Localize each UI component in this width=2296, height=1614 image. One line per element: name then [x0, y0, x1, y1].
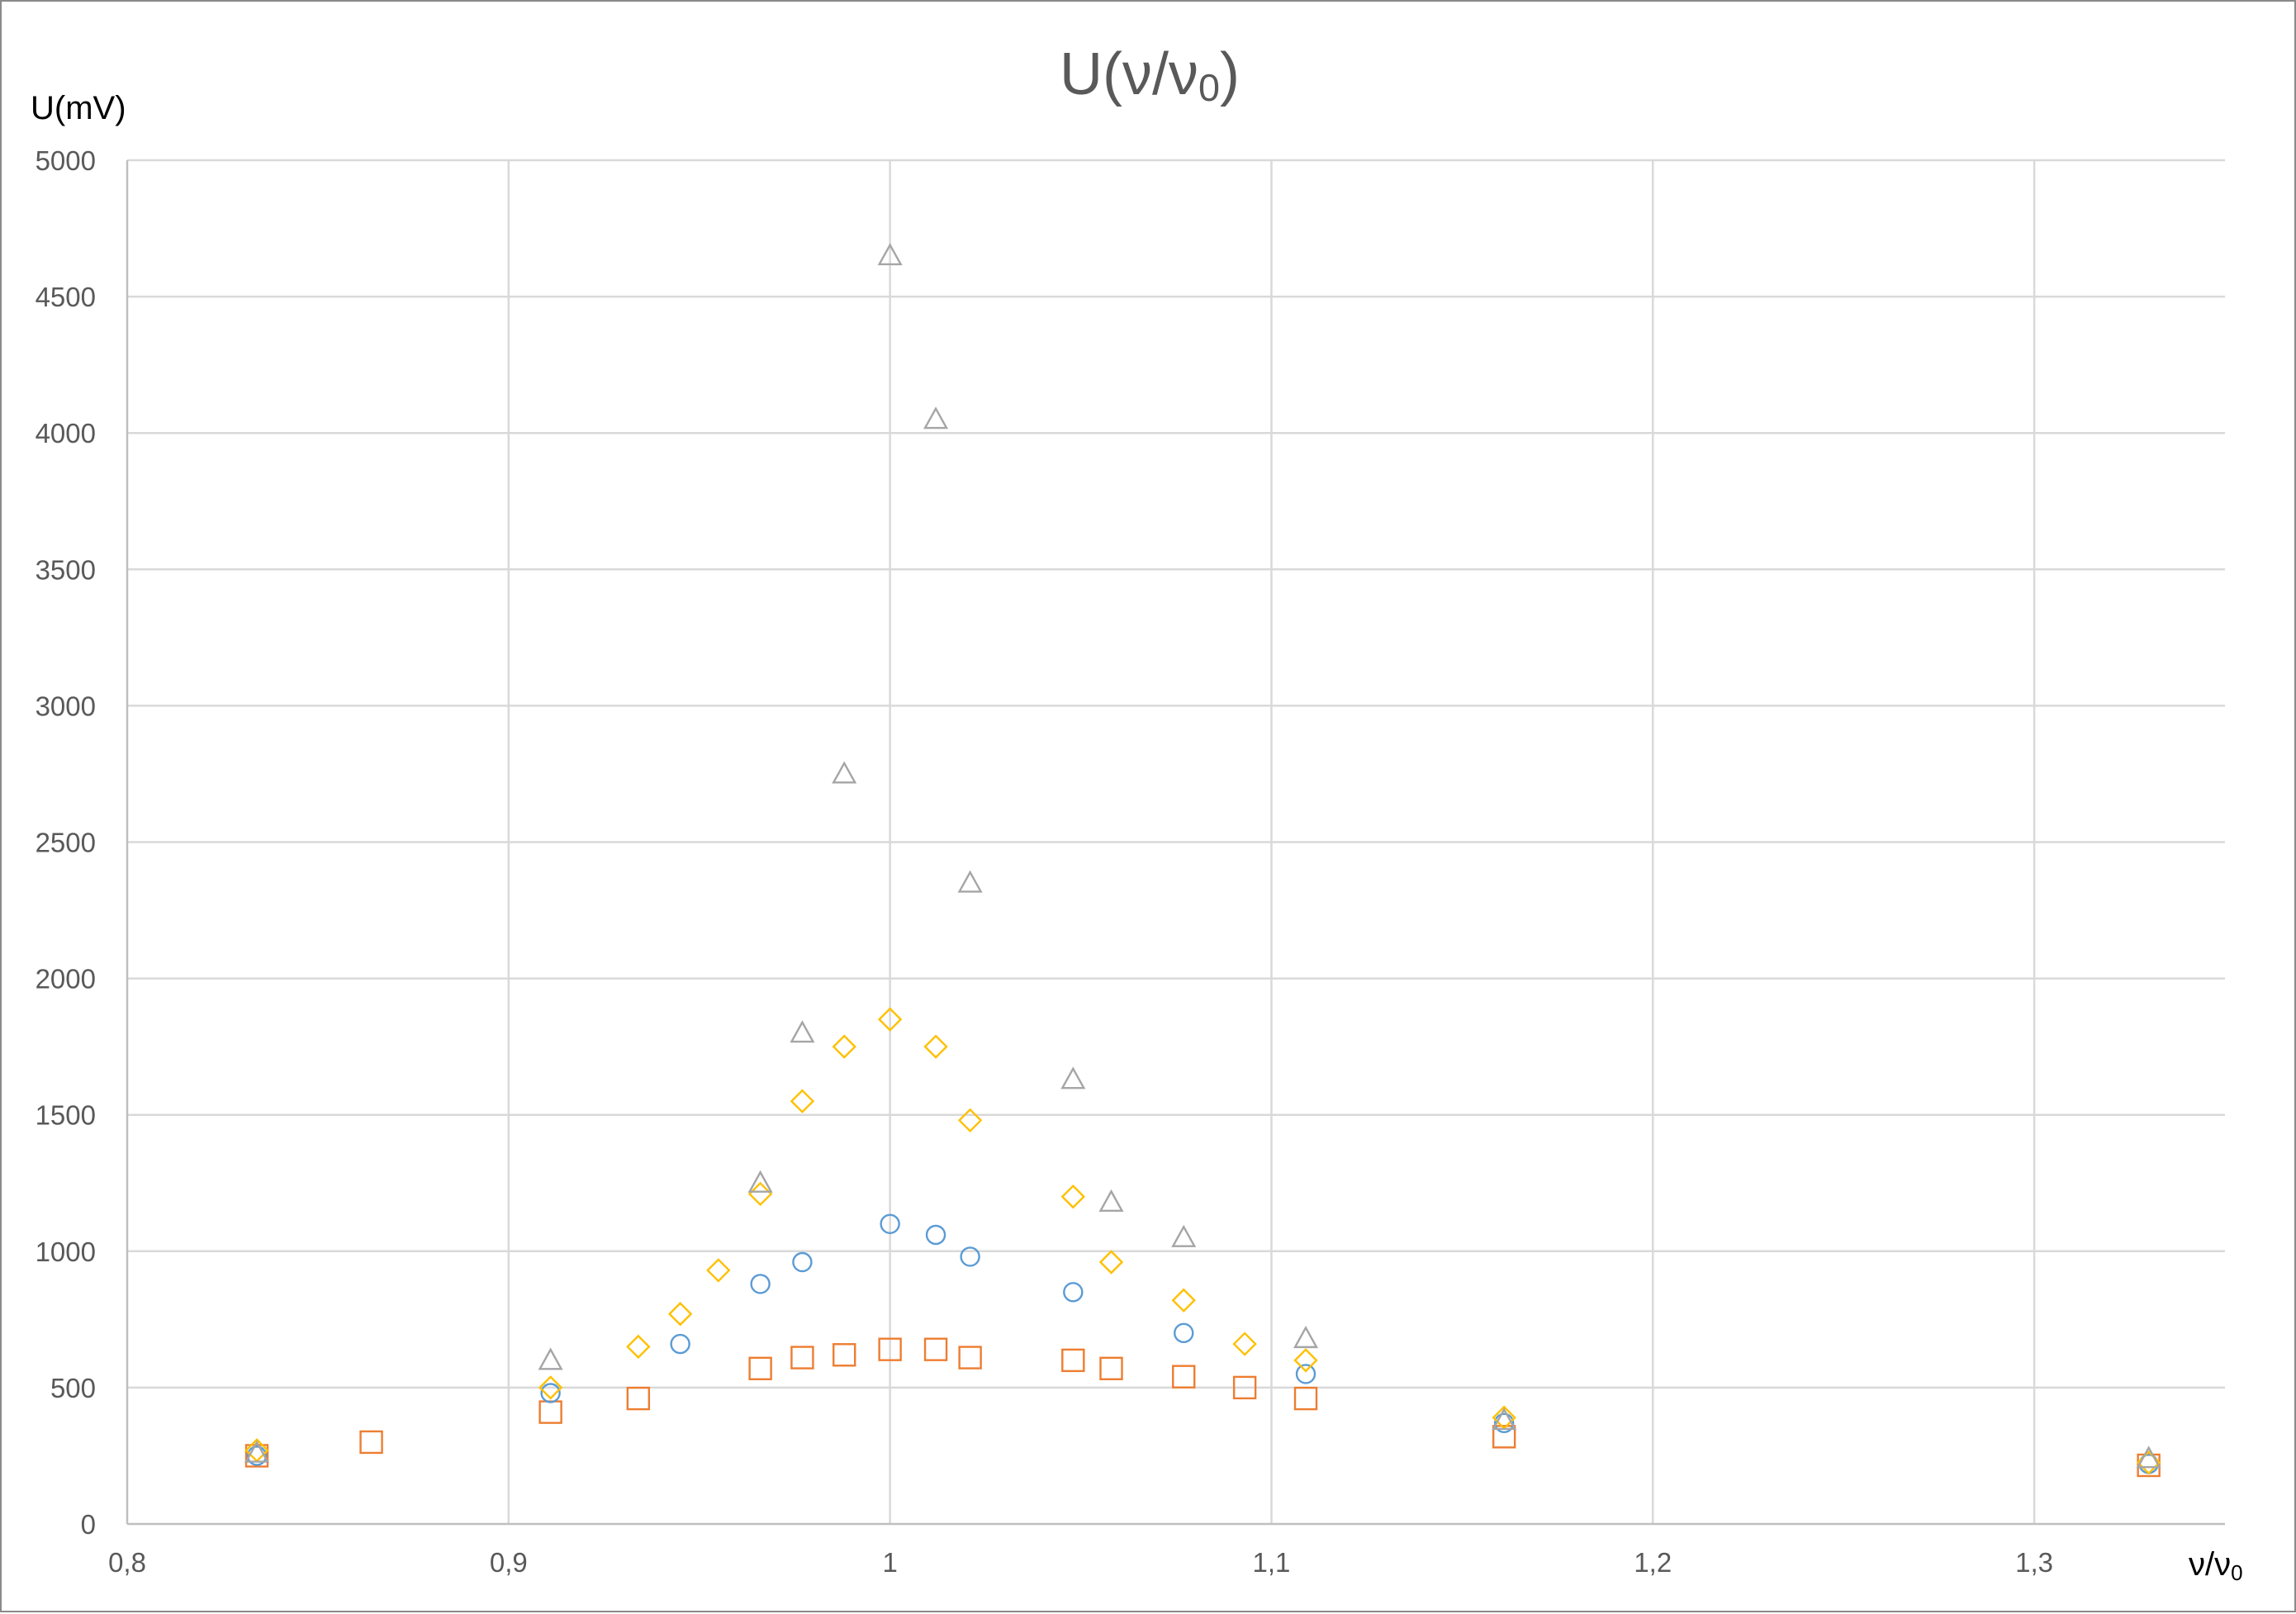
data-point — [538, 1400, 562, 1424]
data-point — [747, 1181, 773, 1207]
data-point — [877, 1007, 903, 1032]
x-tick-label: 1 — [882, 1547, 897, 1578]
x-tick-label: 1,1 — [1253, 1547, 1291, 1578]
y-tick-label: 4000 — [36, 418, 96, 449]
data-point — [833, 1343, 856, 1367]
data-point — [1174, 1322, 1194, 1344]
data-point — [246, 1445, 268, 1466]
data-point — [1293, 1325, 1319, 1349]
data-point — [1493, 1412, 1515, 1434]
data-point — [538, 1347, 563, 1370]
data-point — [670, 1333, 690, 1355]
data-point — [1232, 1375, 1257, 1400]
data-point — [923, 406, 949, 430]
data-point — [877, 243, 903, 266]
data-point — [1063, 1282, 1084, 1303]
data-point — [538, 1375, 563, 1400]
data-point — [1060, 1184, 1086, 1209]
data-point — [1295, 1364, 1316, 1384]
data-point — [1098, 1189, 1124, 1212]
data-point — [1492, 1425, 1516, 1449]
data-point — [1293, 1348, 1318, 1373]
data-point — [706, 1258, 731, 1283]
y-tick-label: 5000 — [36, 145, 96, 176]
x-tick-label: 1,2 — [1634, 1547, 1672, 1578]
data-point — [2136, 1445, 2161, 1469]
tick-labels: 0 500 1000 1500 2000 2500 3000 3500 4000 4500 5000… — [36, 145, 2053, 1578]
data-point — [667, 1302, 693, 1327]
data-point — [1232, 1332, 1257, 1356]
data-point — [1171, 1224, 1197, 1247]
series-diamond — [244, 1007, 2161, 1475]
data-point — [750, 1274, 771, 1294]
data-point — [832, 1034, 856, 1059]
data-point — [923, 1337, 948, 1361]
data-point — [790, 1020, 815, 1043]
data-point — [1099, 1356, 1123, 1380]
y-tick-label: 1000 — [36, 1237, 96, 1267]
chart-title: U(ν/ν0) — [1060, 41, 1240, 109]
data-point — [1098, 1250, 1124, 1275]
y-tick-label: 2000 — [36, 964, 96, 995]
data-point — [792, 1251, 813, 1273]
axes — [126, 160, 2225, 1526]
data-point — [244, 1444, 269, 1468]
data-point — [958, 1346, 982, 1370]
data-point — [878, 1337, 902, 1361]
x-tick-label: 0,8 — [108, 1547, 146, 1578]
data-point — [832, 761, 857, 784]
data-point — [540, 1383, 561, 1403]
data-point — [790, 1089, 815, 1113]
data-point — [957, 1108, 983, 1133]
x-axis-title: ν/ν0 — [2189, 1546, 2243, 1585]
data-point — [748, 1356, 772, 1380]
data-point — [1061, 1348, 1085, 1373]
y-tick-label: 0 — [81, 1509, 96, 1540]
data-point — [880, 1213, 900, 1234]
y-tick-label: 1500 — [36, 1100, 96, 1131]
grid — [127, 159, 2225, 1524]
y-tick-label: 3000 — [36, 691, 96, 721]
series-triangle — [244, 243, 2161, 1469]
data-point — [960, 1246, 980, 1267]
data-point — [957, 870, 983, 893]
data-point — [626, 1334, 651, 1360]
series-square — [244, 1337, 2161, 1478]
data-point — [1172, 1365, 1196, 1389]
data-point — [925, 1224, 946, 1246]
y-tick-label: 4500 — [36, 282, 96, 312]
x-tick-label: 0,9 — [490, 1547, 528, 1578]
data-points — [244, 243, 2161, 1478]
y-tick-label: 3500 — [36, 554, 96, 585]
data-point — [923, 1034, 948, 1059]
data-point — [747, 1170, 773, 1193]
data-point — [359, 1430, 383, 1455]
data-point — [1060, 1066, 1086, 1089]
data-point — [1492, 1408, 1517, 1431]
data-point — [1171, 1288, 1196, 1313]
data-point — [244, 1440, 270, 1463]
data-point — [1293, 1386, 1318, 1411]
x-tick-label: 1,3 — [2015, 1547, 2053, 1578]
y-tick-label: 2500 — [36, 828, 96, 858]
y-tick-label: 500 — [50, 1373, 96, 1403]
y-axis-title: U(mV) — [31, 90, 126, 126]
data-point — [790, 1346, 814, 1370]
data-point — [626, 1386, 651, 1411]
series-circle — [246, 1213, 2159, 1474]
